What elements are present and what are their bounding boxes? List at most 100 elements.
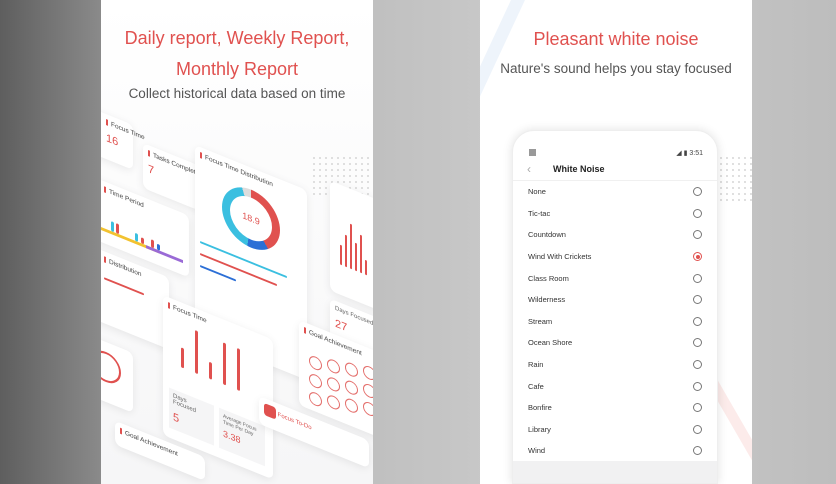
option-row[interactable]: Tic-tac xyxy=(513,203,717,225)
option-row[interactable]: Class Room xyxy=(513,267,717,289)
signal-battery-icon: ◢ ▮ xyxy=(676,149,688,157)
phone-mockup: ◢ ▮ 3:51 ‹ White Noise None Tic-tac Countd… xyxy=(512,130,718,484)
option-label: Rain xyxy=(528,360,544,370)
option-label: Wilderness xyxy=(528,295,566,305)
chart-bar xyxy=(340,244,342,266)
chart-bar xyxy=(195,329,198,375)
screen-title: White Noise xyxy=(553,163,605,174)
option-row[interactable]: Stream xyxy=(513,311,717,333)
radio-button[interactable] xyxy=(693,187,702,197)
chart-bar xyxy=(345,234,347,268)
status-bar: ◢ ▮ 3:51 xyxy=(513,131,717,157)
chart-bar xyxy=(365,259,367,276)
goal-ring xyxy=(309,354,322,373)
app-promo-title: Focus To-Do xyxy=(277,411,312,432)
option-row[interactable]: None xyxy=(513,181,717,203)
option-row[interactable]: Cafe xyxy=(513,375,717,397)
focus-bars-card xyxy=(330,180,373,315)
panel-title: Pleasant white noise xyxy=(533,29,699,49)
goal-ring xyxy=(345,396,358,415)
option-label: Wind xyxy=(528,446,546,456)
option-row[interactable]: Wind xyxy=(513,440,717,462)
chart-bar xyxy=(141,237,144,245)
option-label: Wind With Crickets xyxy=(528,252,592,262)
radio-button[interactable] xyxy=(693,295,702,305)
distribution-bar xyxy=(104,277,144,296)
chart-bar xyxy=(135,232,138,242)
goal-ring xyxy=(327,357,340,376)
panel-subtitle: Nature's sound helps you stay focused xyxy=(500,61,732,76)
option-label: Cafe xyxy=(528,381,544,391)
goal-ring xyxy=(363,363,373,383)
goal-ring xyxy=(309,372,322,391)
goal-ring xyxy=(345,378,358,397)
option-row[interactable]: Wilderness xyxy=(513,289,717,311)
radio-button[interactable] xyxy=(693,424,702,434)
panel-title-line2: Monthly Report xyxy=(175,59,299,79)
chart-bar xyxy=(181,347,184,369)
chart-bar xyxy=(350,223,352,270)
donut-center-value: 18.9 xyxy=(230,189,272,249)
status-time: 3:51 xyxy=(689,149,703,157)
option-label: Library xyxy=(528,424,551,434)
dot-pattern xyxy=(718,155,752,205)
chart-bar xyxy=(111,221,114,233)
card-title: Focus Time xyxy=(101,103,145,142)
chart-bar xyxy=(209,361,212,380)
option-row[interactable]: Rain xyxy=(513,354,717,376)
chart-bar xyxy=(116,223,119,235)
goal-ring-card xyxy=(101,323,133,413)
decor-chevron xyxy=(480,0,556,100)
option-row[interactable]: Countdown xyxy=(513,224,717,246)
goal-ring xyxy=(363,399,373,419)
radio-button[interactable] xyxy=(693,446,702,456)
white-noise-options: None Tic-tac Countdown Wind With Crickets Cl… xyxy=(513,181,717,462)
option-row[interactable]: Library xyxy=(513,419,717,441)
radio-button[interactable] xyxy=(693,316,702,326)
radio-button[interactable] xyxy=(693,273,702,283)
option-label: Bonfire xyxy=(528,403,552,413)
radio-button[interactable] xyxy=(693,381,702,391)
notification-icon xyxy=(529,149,536,156)
radio-button[interactable] xyxy=(693,403,702,413)
days-focused-box: Days Focused 5 xyxy=(169,387,214,446)
goal-ring xyxy=(309,390,322,409)
distribution-donut: 18.9 xyxy=(222,177,280,260)
goal-ring xyxy=(101,345,121,389)
app-logo-icon xyxy=(264,402,276,420)
radio-button[interactable] xyxy=(693,230,702,240)
option-label: None xyxy=(528,187,546,197)
option-row[interactable]: Wind With Crickets xyxy=(513,246,717,268)
radio-button[interactable] xyxy=(693,360,702,370)
app-bar: ‹ White Noise xyxy=(513,157,717,181)
panel-subtitle: Collect historical data based on time xyxy=(128,86,346,101)
chart-bar xyxy=(237,347,240,392)
back-arrow-icon[interactable]: ‹ xyxy=(527,161,531,176)
chart-bar xyxy=(223,342,226,386)
period-strip xyxy=(146,245,183,264)
bottom-bar xyxy=(513,461,717,483)
goal-ring xyxy=(327,375,340,394)
option-label: Class Room xyxy=(528,273,569,283)
goal-ring xyxy=(363,381,373,401)
chart-bar xyxy=(355,242,357,272)
focus-time-card: Focus Time 16 xyxy=(101,95,145,170)
option-label: Countdown xyxy=(528,230,566,240)
option-label: Stream xyxy=(528,316,553,326)
option-label: Tic-tac xyxy=(528,208,551,218)
radio-button[interactable] xyxy=(693,338,702,348)
goal-ring xyxy=(327,393,340,412)
status-right: ◢ ▮ 3:51 xyxy=(676,149,703,157)
option-row[interactable]: Bonfire xyxy=(513,397,717,419)
radio-button[interactable] xyxy=(693,252,702,262)
goal-ring xyxy=(345,360,358,379)
panel-title-line1: Daily report, Weekly Report, xyxy=(124,28,350,48)
option-label: Ocean Shore xyxy=(528,338,573,348)
option-row[interactable]: Ocean Shore xyxy=(513,332,717,354)
radio-button[interactable] xyxy=(693,208,702,218)
chart-bar xyxy=(360,234,362,274)
white-noise-promo-panel: Pleasant white noise Nature's sound help… xyxy=(480,0,752,484)
report-promo-panel: Daily report, Weekly Report, Monthly Rep… xyxy=(101,0,373,484)
chart-bar xyxy=(151,239,154,249)
chart-bar xyxy=(157,243,160,251)
